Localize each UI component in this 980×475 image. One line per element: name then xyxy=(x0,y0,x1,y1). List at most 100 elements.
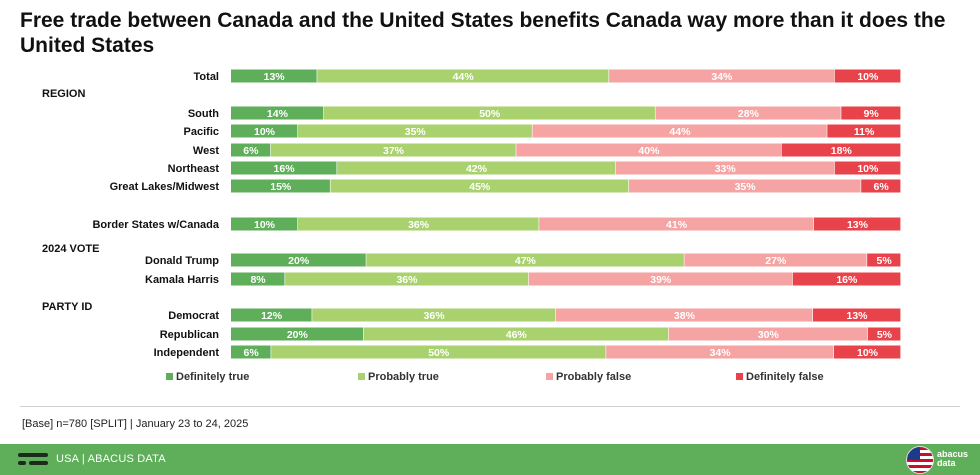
base-note: [Base] n=780 [SPLIT] | January 23 to 24,… xyxy=(22,418,249,430)
data-label-pacific-0: 10% xyxy=(254,126,276,138)
bar-segment-great-lakes-midwest-2 xyxy=(629,179,861,193)
bar-segment-total-0 xyxy=(231,69,317,83)
legend-swatch-1 xyxy=(358,373,365,380)
row-label-independent: Independent xyxy=(154,347,220,359)
data-label-west-1: 37% xyxy=(383,145,405,157)
data-label-northeast-2: 33% xyxy=(715,163,737,175)
bar-segment-donald-trump-2 xyxy=(684,253,867,267)
data-label-west-0: 6% xyxy=(243,145,259,157)
bar-segment-kamala-harris-0 xyxy=(231,272,285,286)
data-label-independent-2: 34% xyxy=(710,347,732,359)
bar-segment-northeast-1 xyxy=(337,161,616,175)
bar-segment-border-states-w-canada-1 xyxy=(298,217,539,231)
bar-segment-democrat-2 xyxy=(555,308,813,322)
row-label-donald-trump: Donald Trump xyxy=(145,255,219,267)
data-label-democrat-1: 36% xyxy=(424,310,446,322)
chart-title: Free trade between Canada and the United… xyxy=(20,9,946,57)
bar-segment-kamala-harris-3 xyxy=(792,272,901,286)
bar-segment-independent-2 xyxy=(606,345,834,359)
bar-segment-northeast-2 xyxy=(615,161,835,175)
bar-segment-independent-0 xyxy=(231,345,271,359)
bar-segment-northeast-3 xyxy=(834,161,901,175)
data-label-independent-3: 10% xyxy=(857,347,879,359)
data-label-democrat-3: 13% xyxy=(847,310,869,322)
data-label-northeast-1: 42% xyxy=(466,163,488,175)
data-label-total-2: 34% xyxy=(711,71,733,83)
data-label-donald-trump-1: 47% xyxy=(515,255,537,267)
data-label-total-3: 10% xyxy=(857,71,879,83)
data-label-donald-trump-2: 27% xyxy=(765,255,787,267)
bar-segment-south-0 xyxy=(231,106,324,120)
legend-label-2: Probably false xyxy=(556,371,631,383)
data-label-border-states-w-canada-1: 36% xyxy=(408,219,430,231)
data-label-total-0: 13% xyxy=(264,71,286,83)
brand-text-top: abacus xyxy=(937,449,969,459)
bar-segment-great-lakes-midwest-1 xyxy=(330,179,629,193)
bar-segment-west-2 xyxy=(516,143,781,157)
data-label-great-lakes-midwest-0: 15% xyxy=(270,181,292,193)
data-label-pacific-1: 35% xyxy=(405,126,427,138)
data-label-south-0: 14% xyxy=(267,108,289,120)
bar-segment-democrat-3 xyxy=(813,308,901,322)
bar-segment-south-1 xyxy=(323,106,655,120)
data-label-northeast-0: 16% xyxy=(274,163,296,175)
data-label-south-1: 50% xyxy=(479,108,501,120)
footer-divider xyxy=(20,406,960,407)
bar-segment-border-states-w-canada-3 xyxy=(813,217,901,231)
bar-segment-kamala-harris-2 xyxy=(528,272,793,286)
bar-segment-west-1 xyxy=(270,143,516,157)
data-label-republican-2: 30% xyxy=(758,329,780,341)
legend-label-0: Definitely true xyxy=(176,371,249,383)
legend-swatch-3 xyxy=(736,373,743,380)
data-label-democrat-0: 12% xyxy=(261,310,283,322)
row-label-total: Total xyxy=(194,71,219,83)
data-label-pacific-3: 11% xyxy=(854,126,875,138)
data-label-border-states-w-canada-0: 10% xyxy=(254,219,276,231)
bar-segment-democrat-0 xyxy=(231,308,312,322)
bar-segment-total-1 xyxy=(317,69,609,83)
row-label-west: West xyxy=(193,145,219,157)
data-label-democrat-2: 38% xyxy=(674,310,696,322)
row-label-republican: Republican xyxy=(160,329,220,341)
data-label-northeast-3: 10% xyxy=(857,163,879,175)
brand-mark: abacus data xyxy=(906,446,970,474)
legend-swatch-2 xyxy=(546,373,553,380)
legend-swatch-0 xyxy=(166,373,173,380)
row-label-pacific: Pacific xyxy=(184,126,219,138)
data-label-great-lakes-midwest-2: 35% xyxy=(735,181,757,193)
data-label-pacific-2: 44% xyxy=(669,126,691,138)
bar-segment-pacific-2 xyxy=(532,124,827,138)
data-label-donald-trump-0: 20% xyxy=(288,255,310,267)
bar-segment-kamala-harris-1 xyxy=(285,272,529,286)
row-label-democrat: Democrat xyxy=(168,310,219,322)
bar-segment-independent-1 xyxy=(271,345,606,359)
data-label-republican-3: 5% xyxy=(877,329,893,341)
data-label-west-3: 18% xyxy=(831,145,853,157)
group-header-party-id: PARTY ID xyxy=(42,301,92,313)
bar-segment-northeast-0 xyxy=(231,161,337,175)
us-flag-icon xyxy=(906,446,934,474)
abacus-logo-icon xyxy=(18,453,48,467)
row-label-kamala-harris: Kamala Harris xyxy=(145,274,219,286)
footer-bar: USA | ABACUS DATA abacus data xyxy=(0,444,980,475)
data-label-kamala-harris-3: 16% xyxy=(836,274,858,286)
group-header-region: REGION xyxy=(42,88,85,100)
bar-segment-south-2 xyxy=(655,106,841,120)
data-label-south-2: 28% xyxy=(738,108,760,120)
data-label-border-states-w-canada-3: 13% xyxy=(847,219,869,231)
data-label-kamala-harris-1: 36% xyxy=(396,274,418,286)
bar-segment-republican-1 xyxy=(363,327,669,341)
data-label-border-states-w-canada-2: 41% xyxy=(666,219,688,231)
bar-segment-great-lakes-midwest-3 xyxy=(861,179,901,193)
bar-segment-pacific-1 xyxy=(298,124,532,138)
bar-segment-donald-trump-1 xyxy=(366,253,684,267)
bar-segment-pacific-3 xyxy=(827,124,901,138)
stacked-bar-chart: Total 13% 44% 34% 10% REGION South 14% 50% 28% 9% P… xyxy=(42,69,901,383)
bar-segment-great-lakes-midwest-0 xyxy=(231,179,330,193)
bar-segment-pacific-0 xyxy=(231,124,298,138)
bar-segment-republican-2 xyxy=(668,327,868,341)
bar-segment-south-3 xyxy=(841,106,901,120)
data-label-republican-1: 46% xyxy=(506,329,528,341)
data-label-republican-0: 20% xyxy=(287,329,309,341)
bar-segment-republican-0 xyxy=(231,327,364,341)
